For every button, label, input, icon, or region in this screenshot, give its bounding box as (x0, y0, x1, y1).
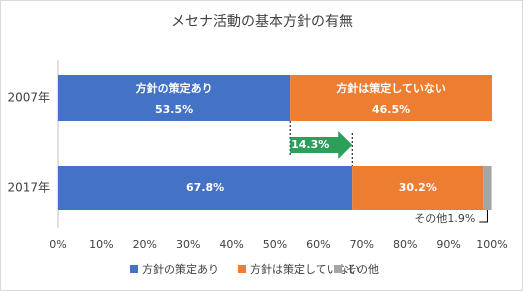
legend-label: 方針は策定していない (250, 262, 360, 276)
series-label: 方針は策定していない (336, 81, 446, 95)
series-label: 方針の策定あり (136, 81, 213, 95)
x-tick-label: 0% (49, 238, 66, 251)
annotation-label: 14.3% (291, 138, 329, 151)
value-label: 53.5% (155, 103, 193, 116)
legend-swatch (238, 265, 246, 273)
change-arrow (290, 131, 353, 159)
legend-swatch (130, 265, 138, 273)
leader-line (479, 210, 488, 223)
x-tick-label: 40% (219, 238, 243, 251)
x-tick-label: 80% (393, 238, 417, 251)
legend-swatch (334, 265, 342, 273)
value-label: 67.8% (186, 181, 224, 194)
x-tick-label: 50% (263, 238, 287, 251)
x-tick-label: 90% (436, 238, 460, 251)
y-tick-label: 2007年 (7, 91, 50, 105)
x-tick-label: 20% (133, 238, 157, 251)
x-tick-label: 70% (350, 238, 374, 251)
bar-segment (352, 166, 484, 210)
bar-segment (58, 166, 353, 210)
bar-segment (290, 75, 492, 121)
value-label: 1.9% (447, 212, 475, 225)
bar-segment (483, 166, 492, 210)
x-tick-label: 60% (306, 238, 330, 251)
x-tick-label: 30% (176, 238, 200, 251)
legend-label: その他 (346, 263, 379, 276)
x-tick-label: 100% (476, 238, 507, 251)
y-tick-label: 2017年 (7, 181, 50, 195)
value-label: 46.5% (372, 103, 410, 116)
series-label: その他 (414, 212, 447, 225)
legend-label: 方針の策定あり (142, 262, 219, 276)
value-label: 30.2% (399, 181, 437, 194)
x-tick-label: 10% (89, 238, 113, 251)
bar-segment (58, 75, 291, 121)
chart-title: メセナ活動の基本方針の有無 (171, 13, 353, 30)
